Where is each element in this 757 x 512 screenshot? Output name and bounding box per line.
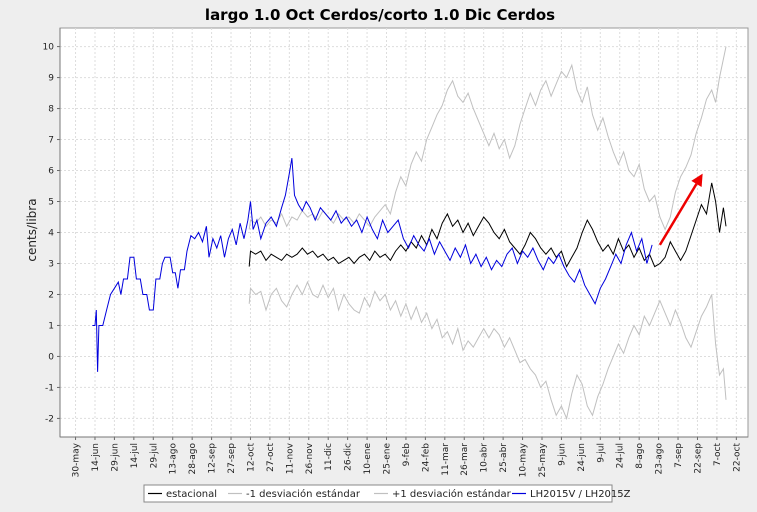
x-tick-label: 25-may [538,442,548,477]
y-tick-label: 2 [48,290,54,300]
chart-title: largo 1.0 Oct Cerdos/corto 1.0 Dic Cerdo… [205,6,555,24]
y-tick-label: 0 [48,352,54,362]
y-tick-label: 4 [48,229,54,239]
x-tick-label: 9-feb [402,443,412,467]
y-tick-label: 3 [48,259,54,269]
x-tick-label: 28-ago [188,443,198,475]
legend: estacional -1 desviación estándar +1 desvi… [143,484,631,503]
x-tick-label: 7-sep [674,443,684,468]
x-tick-label: 9-jun [557,443,567,466]
y-tick-label: 10 [43,43,55,53]
plot-area: -2 -1 0 1 2 3 4 5 6 7 8 9 10 30-may 14-jun 29-jun 14-jul… [43,27,749,477]
y-axis-label: cents/libra [25,198,39,261]
x-tick-label: 14-jul [130,443,140,468]
y-tick-label: 5 [48,198,54,208]
y-tick-label: 1 [48,321,54,331]
x-tick-label: 9-jul [596,443,606,463]
x-tick-label: 11-dic [324,443,334,471]
x-tick-label: 27-oct [266,443,276,472]
x-tick-label: 26-nov [305,442,315,474]
y-tick-label: 6 [48,167,54,177]
x-tick-label: 22-sep [693,443,703,474]
annotation-arrow-shaft [658,183,698,246]
x-tick-label: 7-oct [713,443,723,467]
y-tick-label: 7 [48,136,54,146]
x-tick-label: 26-mar [460,443,470,476]
series-line [248,280,727,421]
legend-label: LH2015V / LH2015Z [530,489,631,500]
x-tick-label: 27-sep [227,443,237,474]
x-tick-label: 11-nov [285,442,295,474]
x-tick-label: 11-mar [441,443,451,476]
series-line [248,182,727,268]
y-tick-label: 8 [48,105,54,115]
legend-label: +1 desviación estándar [392,488,512,500]
x-tick-label: 13-ago [169,443,179,475]
x-tick-label: 25-abr [499,443,509,473]
x-tick-label: 10-ene [363,443,373,475]
legend-label: -1 desviación estándar [246,488,361,500]
legend-label: estacional [166,489,217,500]
x-tick-label: 12-sep [208,443,218,474]
x-tick-label: 12-oct [246,443,256,472]
x-tick-label: 24-feb [421,443,431,472]
y-tick-label: -1 [45,383,54,393]
x-tick-label: 25-ene [383,443,393,475]
y-tick-label: 9 [48,74,54,84]
x-tick-label: 24-jul [616,443,626,468]
x-tick-label: 10-may [519,442,529,477]
x-tick-label: 29-jun [110,443,120,472]
x-tick-label: 26-dic [344,443,354,471]
x-tick-label: 30-may [72,442,82,477]
x-tick-label: 24-jun [577,443,587,472]
x-tick-label: 29-jul [149,443,159,468]
x-tick-label: 23-ago [655,443,665,475]
x-tick-label: 10-abr [480,443,490,473]
x-tick-label: 22-oct [732,443,742,472]
x-tick-label: 8-ago [635,443,645,469]
annotation-arrow-head [691,173,703,188]
y-tick-label: -2 [45,414,54,424]
series-line [92,158,653,372]
x-tick-label: 14-jun [91,443,101,472]
